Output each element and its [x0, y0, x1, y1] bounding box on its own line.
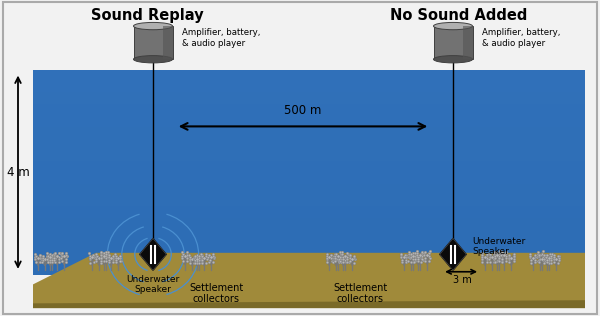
Text: Underwater
Speaker: Underwater Speaker	[127, 275, 179, 294]
Ellipse shape	[433, 22, 473, 30]
Ellipse shape	[433, 56, 473, 63]
Text: Amplifier, battery,
& audio player: Amplifier, battery, & audio player	[482, 28, 560, 48]
Bar	[33, 70, 585, 81]
Ellipse shape	[133, 22, 173, 30]
Text: Underwater
Speaker: Underwater Speaker	[472, 237, 526, 256]
Bar	[33, 229, 585, 241]
Ellipse shape	[133, 56, 173, 63]
Bar	[33, 92, 585, 104]
Bar	[33, 127, 585, 138]
Bar	[33, 81, 585, 92]
Bar	[33, 70, 585, 275]
Bar	[33, 104, 585, 115]
Text: 4 m: 4 m	[7, 166, 30, 179]
Text: No Sound Added: No Sound Added	[391, 8, 527, 23]
Bar	[33, 218, 585, 229]
Bar	[33, 161, 585, 172]
Polygon shape	[440, 239, 466, 270]
Bar	[33, 206, 585, 218]
Bar	[33, 252, 585, 264]
Bar	[33, 195, 585, 206]
Bar	[133, 26, 173, 59]
Bar	[33, 184, 585, 195]
Bar	[163, 26, 173, 59]
Bar	[433, 26, 473, 59]
Bar	[463, 26, 473, 59]
Text: 3 m: 3 m	[453, 275, 472, 285]
Text: Settlement
collectors: Settlement collectors	[189, 283, 243, 304]
Bar	[33, 149, 585, 161]
Text: Sound Replay: Sound Replay	[91, 8, 203, 23]
Bar	[33, 138, 585, 149]
Bar	[33, 172, 585, 184]
Text: Amplifier, battery,
& audio player: Amplifier, battery, & audio player	[182, 28, 260, 48]
Bar	[33, 241, 585, 252]
Text: 500 m: 500 m	[284, 104, 322, 117]
Polygon shape	[33, 253, 585, 308]
Polygon shape	[33, 300, 585, 308]
Polygon shape	[140, 239, 166, 270]
Bar	[33, 264, 585, 275]
Text: Settlement
collectors: Settlement collectors	[333, 283, 387, 304]
Bar	[33, 115, 585, 127]
